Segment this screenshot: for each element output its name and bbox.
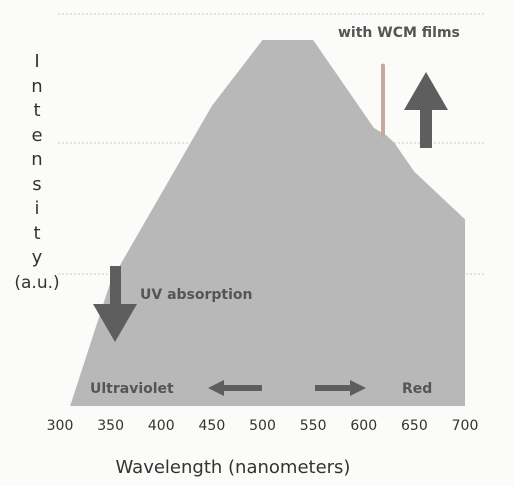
y-label-unit: (a.u.) xyxy=(14,272,60,293)
x-tick-label: 500 xyxy=(249,418,276,434)
y-label-letter: y xyxy=(31,247,43,268)
x-tick-label: 700 xyxy=(452,418,479,434)
y-label-letter: I xyxy=(34,51,40,72)
y-label-letter: t xyxy=(33,222,41,244)
y-label-letter: s xyxy=(32,173,42,195)
y-axis-label: I n t e n s i t y (a.u.) xyxy=(10,50,64,293)
intensity-area xyxy=(70,40,465,406)
right-arrow-shape xyxy=(315,380,366,396)
y-label-letter: n xyxy=(31,75,43,97)
y-label-letter: t xyxy=(33,100,41,121)
down-arrow-icon xyxy=(93,266,137,342)
x-tick-label: 550 xyxy=(300,418,327,434)
x-tick-label: 300 xyxy=(47,418,74,434)
x-axis-ticks: 300 350 400 450 500 550 600 650 700 xyxy=(47,418,479,434)
y-label-letter: e xyxy=(31,124,43,146)
x-tick-label: 650 xyxy=(401,418,428,434)
x-tick-label: 450 xyxy=(199,418,226,434)
x-tick-label: 350 xyxy=(97,418,124,434)
x-axis-label: Wavelength (nanometers) xyxy=(116,457,351,478)
x-tick-label: 400 xyxy=(148,418,175,434)
right-arrow-icon xyxy=(315,380,366,396)
left-arrow-icon xyxy=(208,380,262,396)
down-arrow-shape xyxy=(93,266,137,342)
y-label-letter: n xyxy=(31,149,43,170)
uv-absorption-label: UV absorption xyxy=(140,287,253,303)
x-tick-label: 600 xyxy=(350,418,377,434)
red-label: Red xyxy=(402,381,432,397)
ultraviolet-label: Ultraviolet xyxy=(90,381,174,397)
with-wcm-films-label: with WCM films xyxy=(338,25,460,41)
left-arrow-shape xyxy=(208,380,262,396)
y-label-letter: i xyxy=(34,198,40,219)
up-arrow-icon xyxy=(404,72,448,148)
up-arrow-shape xyxy=(404,72,448,148)
